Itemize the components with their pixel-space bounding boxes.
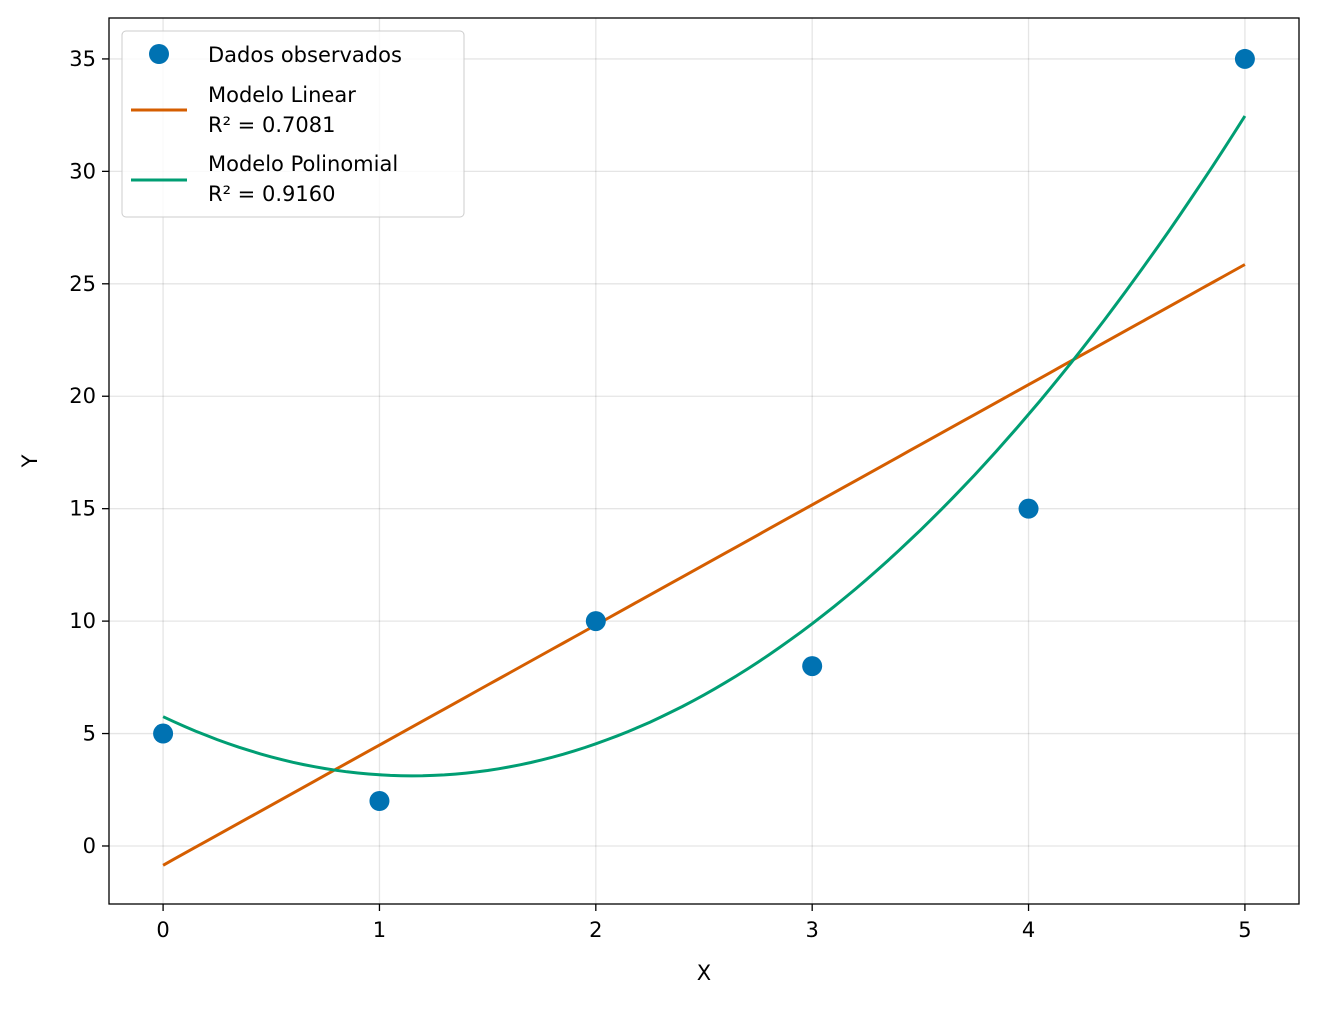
- legend-r2-polynomial: R² = 0.9160: [208, 182, 335, 206]
- legend-r2-linear: R² = 0.7081: [208, 113, 335, 137]
- legend-label-polynomial: Modelo Polinomial: [208, 152, 398, 176]
- y-tick-label: 5: [83, 722, 96, 746]
- y-tick-label: 30: [69, 159, 96, 183]
- x-tick-label: 1: [373, 918, 386, 942]
- legend-marker-observed: [149, 44, 169, 64]
- data-point: [585, 611, 606, 632]
- legend-box: [121, 30, 465, 218]
- x-tick-label: 4: [1022, 918, 1035, 942]
- legend-label-linear: Modelo Linear: [208, 83, 356, 107]
- x-tick-label: 3: [805, 918, 818, 942]
- data-point: [369, 791, 390, 812]
- data-point: [802, 656, 823, 677]
- polynomial-model-line: [162, 115, 1247, 778]
- y-tick-label: 20: [69, 384, 96, 408]
- data-point: [153, 723, 174, 744]
- y-tick-label: 10: [69, 609, 96, 633]
- data-point: [1234, 48, 1255, 69]
- x-tick-label: 0: [156, 918, 169, 942]
- linear-model-line: [162, 263, 1246, 867]
- data-point: [1018, 498, 1039, 519]
- y-tick-label: 0: [83, 834, 96, 858]
- x-tick-label: 2: [589, 918, 602, 942]
- axes-frame: [108, 17, 1300, 905]
- y-axis-label: Y: [18, 454, 42, 468]
- y-tick-label: 15: [69, 497, 96, 521]
- x-axis-label: X: [697, 961, 711, 985]
- legend: Dados observados Modelo Linear R² = 0.70…: [121, 30, 465, 218]
- y-tick-label: 25: [69, 272, 96, 296]
- x-tick-label: 5: [1238, 918, 1251, 942]
- legend-label-observed: Dados observados: [208, 43, 402, 67]
- y-tick-label: 35: [69, 47, 96, 71]
